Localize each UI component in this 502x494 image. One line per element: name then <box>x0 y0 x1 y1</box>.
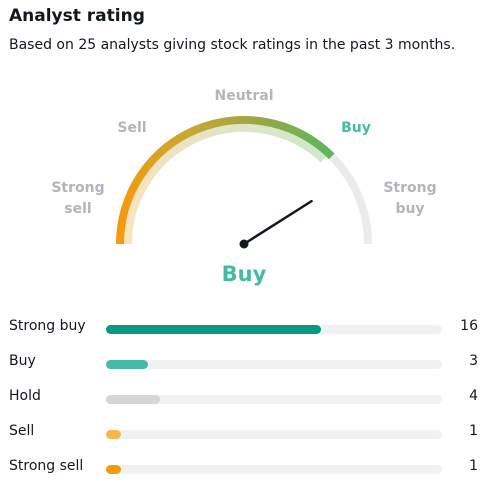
gauge-needle-hub <box>239 239 249 249</box>
gauge-label-strong-buy: Strong buy <box>376 178 444 220</box>
rating-bar-track <box>106 360 442 369</box>
rating-label: Strong buy <box>9 318 86 334</box>
rating-label: Strong sell <box>9 458 84 474</box>
gauge-label-strong-sell-line2: sell <box>64 201 92 217</box>
rating-count: 1 <box>469 458 478 474</box>
gauge-label-strong-buy-line1: Strong <box>383 180 437 196</box>
rating-row-strong-buy: Strong buy 16 <box>0 316 502 340</box>
rating-bar-fill <box>106 325 322 334</box>
rating-verdict: Buy <box>221 262 267 286</box>
rating-bar-fill <box>106 430 122 439</box>
section-title: Analyst rating <box>9 6 145 26</box>
rating-bar-track <box>106 325 442 334</box>
gauge-fill-arc <box>116 116 335 245</box>
rating-bar-fill <box>106 465 122 474</box>
rating-bar-fill <box>106 360 148 369</box>
gauge-label-strong-buy-line2: buy <box>395 201 425 217</box>
rating-bar-track <box>106 430 442 439</box>
rating-label: Buy <box>9 353 36 369</box>
rating-bar-track <box>106 465 442 474</box>
rating-bar-track <box>106 395 442 404</box>
gauge-needle <box>242 199 313 246</box>
gauge-label-strong-sell-line1: Strong <box>51 180 105 196</box>
gauge-label-buy: Buy <box>341 120 371 136</box>
gauge-fill-inner-arc <box>124 124 327 245</box>
gauge-label-neutral: Neutral <box>214 88 274 104</box>
gauge-label-strong-sell: Strong sell <box>44 178 112 220</box>
rating-row-buy: Buy 3 <box>0 351 502 375</box>
rating-count: 1 <box>469 423 478 439</box>
rating-count: 4 <box>469 388 478 404</box>
rating-row-sell: Sell 1 <box>0 421 502 445</box>
analyst-rating-gauge <box>116 116 372 249</box>
rating-label: Hold <box>9 388 41 404</box>
rating-count: 16 <box>460 318 478 334</box>
rating-row-hold: Hold 4 <box>0 386 502 410</box>
gauge-track-arc <box>116 116 372 245</box>
rating-bar-fill <box>106 395 160 404</box>
rating-row-strong-sell: Strong sell 1 <box>0 456 502 480</box>
rating-count: 3 <box>469 353 478 369</box>
section-subtitle: Based on 25 analysts giving stock rating… <box>9 37 456 53</box>
rating-label: Sell <box>9 423 35 439</box>
gauge-label-sell: Sell <box>117 120 147 136</box>
